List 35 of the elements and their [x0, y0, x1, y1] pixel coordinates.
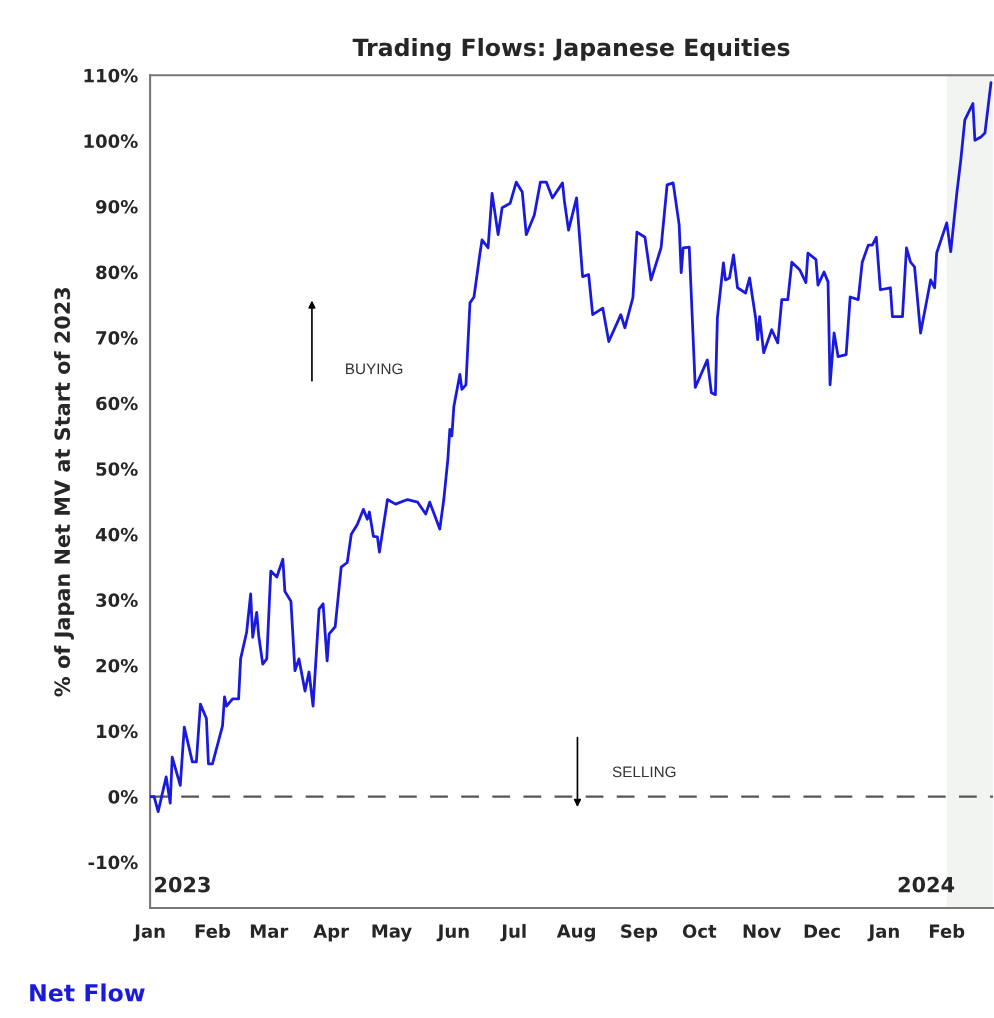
x-tick-label: Feb — [930, 924, 965, 938]
x-tick-label: Feb — [195, 924, 231, 938]
y-tick-label: 80% — [96, 265, 138, 280]
y-tick-label: 100% — [84, 134, 138, 149]
x-tick-label: Jan — [867, 924, 899, 942]
annotation: SELLING — [612, 766, 676, 778]
x-tick-label: Jan — [133, 924, 165, 942]
x-tick-label: Nov — [743, 924, 782, 938]
x-tick-label: Sep — [621, 924, 658, 942]
y-tick-label: 20% — [96, 658, 138, 673]
line-series — [150, 81, 993, 814]
x-tick-label: Aug — [556, 924, 595, 942]
y-tick-label: 90% — [96, 199, 138, 214]
x-tick-label: Oct — [682, 924, 717, 938]
y-tick-label: 70% — [96, 331, 138, 345]
y-tick-label: 10% — [97, 724, 138, 739]
y-tick-label: 50% — [96, 462, 138, 476]
y-tick-label: -10% — [88, 855, 138, 870]
x-tick-label: May — [372, 924, 412, 942]
y-tick-label: 0% — [108, 790, 138, 804]
y-tick-label: 40% — [95, 527, 138, 542]
annotation: BUYING — [346, 363, 403, 375]
x-tick-label: Mar — [250, 924, 289, 938]
annotation: 2024 — [898, 876, 955, 893]
x-tick-label: Apr — [313, 924, 349, 942]
x-tick-label: Dec — [804, 924, 840, 938]
y-tick-label: 110% — [84, 68, 138, 83]
y-tick-label: 30% — [96, 593, 138, 607]
y-axis-title: % of Japan Net MV at Start of 2023 — [54, 287, 75, 697]
x-tick-label: Jun — [436, 924, 469, 942]
text: Net Flow — [30, 983, 145, 1002]
chart-title: Trading Flows: Japanese Equities — [352, 37, 790, 61]
y-tick-label: 60% — [96, 396, 138, 411]
x-tick-label: Jul — [500, 924, 526, 942]
annotation: 2023 — [155, 876, 210, 893]
